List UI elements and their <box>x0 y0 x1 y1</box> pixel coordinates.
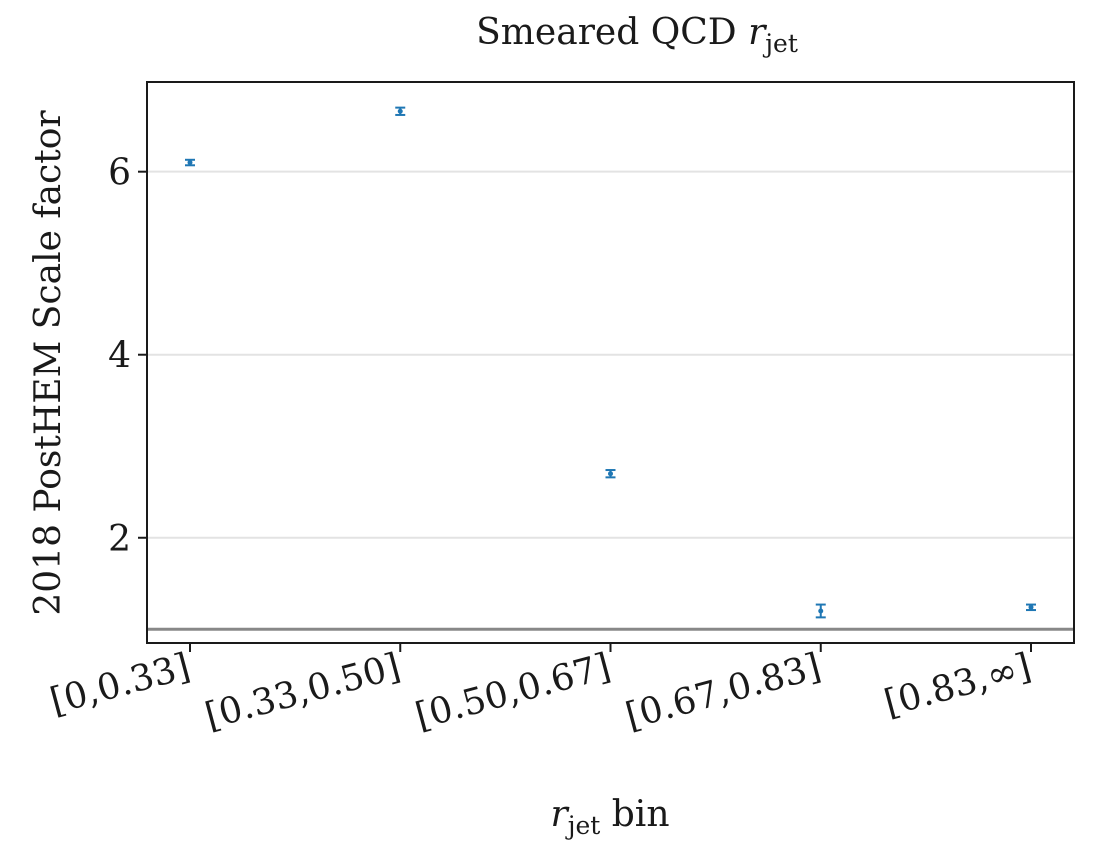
marker <box>397 108 403 114</box>
y-tick-label: 2 <box>108 519 131 560</box>
y-tick-label: 6 <box>108 153 131 194</box>
grid-lines <box>147 170 1074 539</box>
y-axis-label: 2018 PostHEM Scale factor <box>28 110 69 616</box>
x-tick-label: [0.83,∞] <box>880 646 1035 724</box>
x-tick-label: [0,0.33] <box>46 646 194 723</box>
data-points <box>185 106 1036 619</box>
y-tick-label: 4 <box>108 336 131 377</box>
plot-frame <box>146 81 1075 644</box>
marker <box>187 160 193 166</box>
marker <box>818 608 824 614</box>
x-axis-label: rjet bin <box>551 794 670 840</box>
chart-title: Smeared QCD rjet <box>476 12 798 58</box>
marker <box>1028 604 1034 610</box>
data-point <box>1026 603 1036 612</box>
data-point <box>395 106 406 116</box>
x-tick-label: [0.33,0.50] <box>201 646 405 737</box>
data-point <box>605 469 616 479</box>
x-axis-ticks: [0,0.33] [0.33,0.50] [0.50,0.67] [0.67,0.83… <box>46 643 1035 737</box>
data-point <box>815 603 826 619</box>
x-tick-label: [0.67,0.83] <box>621 646 825 737</box>
marker <box>608 471 613 477</box>
x-tick-label: [0.50,0.67] <box>411 646 615 737</box>
data-point <box>185 158 195 167</box>
y-axis-ticks: 2 4 6 <box>108 153 147 560</box>
